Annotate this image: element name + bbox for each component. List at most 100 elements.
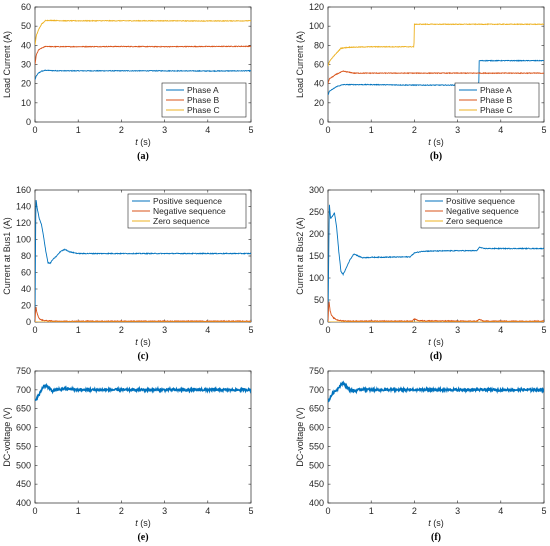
x-tick-label: 1 xyxy=(76,325,81,335)
x-tick-label: 3 xyxy=(455,506,460,516)
y-tick-label: 700 xyxy=(16,385,31,395)
x-tick-label: 3 xyxy=(162,125,167,135)
legend-entry: Positive sequence xyxy=(153,196,222,206)
x-tick-label: 5 xyxy=(541,325,546,335)
x-tick-label: 0 xyxy=(32,125,37,135)
y-tick-label: 300 xyxy=(309,185,324,195)
x-tick-label: 3 xyxy=(455,125,460,135)
x-tick-label: 4 xyxy=(205,125,210,135)
x-axis-label: t (s) xyxy=(135,337,151,347)
x-tick-label: 5 xyxy=(248,325,253,335)
x-axis-label: t (s) xyxy=(135,518,151,528)
legend-entry: Phase A xyxy=(187,85,219,95)
y-tick-label: 650 xyxy=(309,404,324,414)
x-tick-label: 0 xyxy=(32,325,37,335)
y-tick-label: 120 xyxy=(16,218,31,228)
series-line-1 xyxy=(35,200,251,322)
y-tick-label: 0 xyxy=(319,317,324,327)
y-tick-label: 500 xyxy=(309,460,324,470)
legend-entry: Phase A xyxy=(480,85,512,95)
plot-area xyxy=(34,370,252,504)
y-tick-label: 20 xyxy=(21,301,31,311)
x-tick-label: 4 xyxy=(498,325,503,335)
chart-panel-2: 0 1 2 3 4 5 0 20 40 60 80 100 120 t (s) Load Current (… xyxy=(295,2,547,162)
x-tick-label: 2 xyxy=(412,125,417,135)
y-tick-label: 120 xyxy=(309,2,324,12)
panel-label: (b) xyxy=(430,151,442,162)
x-axis-label: t (s) xyxy=(135,137,151,147)
y-tick-label: 450 xyxy=(309,479,324,489)
x-tick-label: 0 xyxy=(325,506,330,516)
x-tick-label: 1 xyxy=(76,506,81,516)
series-line-1 xyxy=(328,380,544,403)
y-tick-label: 0 xyxy=(26,317,31,327)
y-tick-label: 10 xyxy=(21,98,31,108)
series-line-2 xyxy=(35,45,251,65)
legend-entry: Negative sequence xyxy=(153,206,226,216)
y-tick-label: 0 xyxy=(319,117,324,127)
panel-label: (e) xyxy=(137,532,148,543)
y-tick-label: 100 xyxy=(309,21,324,31)
y-tick-label: 0 xyxy=(26,117,31,127)
legend-entry: Phase B xyxy=(480,95,512,105)
x-axis-label: t (s) xyxy=(428,137,444,147)
legend-box xyxy=(420,193,540,229)
y-tick-label: 60 xyxy=(21,2,31,12)
series-line-2 xyxy=(328,70,544,84)
legend-entry: Negative sequence xyxy=(446,206,519,216)
series-line-2 xyxy=(328,301,544,322)
y-tick-label: 500 xyxy=(16,460,31,470)
series-line-1 xyxy=(328,59,544,96)
x-tick-label: 3 xyxy=(162,325,167,335)
x-tick-label: 5 xyxy=(248,125,253,135)
y-tick-label: 20 xyxy=(314,98,324,108)
x-tick-label: 1 xyxy=(76,125,81,135)
y-axis-label: Current at Bus1 (A) xyxy=(2,217,12,295)
legend-entry: Zero sequence xyxy=(446,216,503,226)
chart-panel-3: 0 1 2 3 4 5 0 20 40 60 80 100 120 140 160 t (s) Current … xyxy=(2,185,254,362)
chart-panel-5: 0 1 2 3 4 5 400 450 500 550 600 650 700 750 t (s) DC-vo… xyxy=(2,366,254,543)
x-tick-label: 0 xyxy=(32,506,37,516)
y-tick-label: 700 xyxy=(309,385,324,395)
x-axis-label: t (s) xyxy=(428,337,444,347)
series-line-2 xyxy=(35,306,251,322)
y-tick-label: 40 xyxy=(314,79,324,89)
y-tick-label: 550 xyxy=(309,441,324,451)
panel-label: (c) xyxy=(137,351,148,362)
y-tick-label: 550 xyxy=(16,441,31,451)
y-tick-label: 600 xyxy=(16,423,31,433)
y-tick-label: 100 xyxy=(16,235,31,245)
x-tick-label: 4 xyxy=(498,506,503,516)
x-tick-label: 2 xyxy=(119,325,124,335)
x-tick-label: 4 xyxy=(205,325,210,335)
series-line-1 xyxy=(35,69,251,80)
x-tick-label: 2 xyxy=(412,506,417,516)
x-axis-label: t (s) xyxy=(428,518,444,528)
legend-entry: Zero sequence xyxy=(153,216,210,226)
y-axis-label: DC-voltage (V) xyxy=(295,407,305,467)
plot-area xyxy=(327,370,545,504)
y-axis-label: Load Current (A) xyxy=(2,31,12,98)
y-tick-label: 100 xyxy=(309,273,324,283)
x-tick-label: 2 xyxy=(412,325,417,335)
series-line-1 xyxy=(328,204,544,322)
y-tick-label: 650 xyxy=(16,404,31,414)
x-tick-label: 0 xyxy=(325,325,330,335)
y-tick-label: 400 xyxy=(309,498,324,508)
y-tick-label: 750 xyxy=(16,366,31,376)
chart-panel-6: 0 1 2 3 4 5 400 450 500 550 600 650 700 750 t (s) DC-vo… xyxy=(295,366,547,543)
y-tick-label: 40 xyxy=(21,284,31,294)
x-tick-label: 1 xyxy=(369,325,374,335)
y-axis-label: DC-voltage (V) xyxy=(2,407,12,467)
y-tick-label: 160 xyxy=(16,185,31,195)
x-tick-label: 5 xyxy=(541,125,546,135)
y-tick-label: 250 xyxy=(309,207,324,217)
y-tick-label: 50 xyxy=(21,21,31,31)
y-tick-label: 80 xyxy=(21,251,31,261)
x-tick-label: 0 xyxy=(325,125,330,135)
